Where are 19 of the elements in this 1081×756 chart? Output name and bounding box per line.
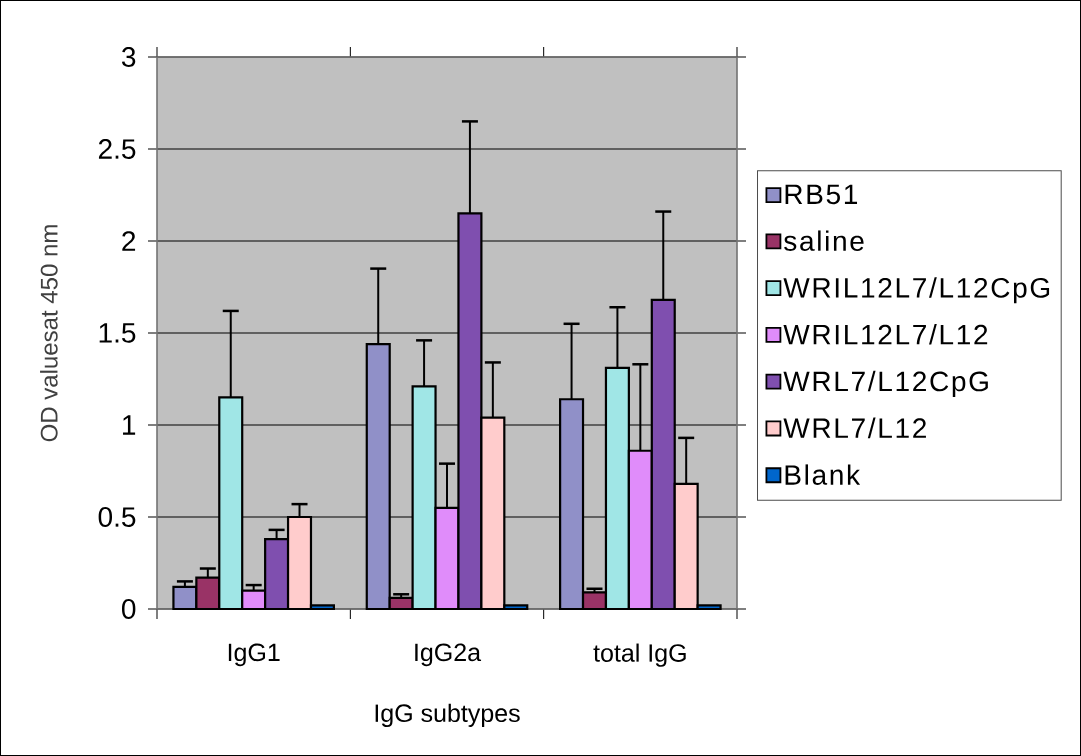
- x-axis-title: IgG subtypes: [375, 703, 520, 728]
- legend-label: WRL7/L12: [783, 417, 926, 439]
- y-tick-label: 3: [121, 47, 136, 67]
- y-tick-label: 1: [123, 415, 136, 435]
- y-tick-label: 1.5: [99, 323, 136, 343]
- y-tick-label: 0: [121, 599, 136, 619]
- legend-label: WRL7/L12CpG: [783, 370, 988, 397]
- y-tick-label: 0.5: [98, 507, 136, 527]
- legend-label: Blank: [785, 464, 861, 485]
- x-tick-label: total IgG: [593, 643, 686, 667]
- legend-label: RB51: [785, 184, 858, 205]
- legend-label: WRIL12L7/L12CpG: [783, 277, 1050, 304]
- x-tick-label: IgG2a: [415, 643, 482, 667]
- y-tick-label: 2: [122, 231, 136, 251]
- x-tick-label: IgG1: [228, 643, 280, 667]
- y-tick-label: 2.5: [98, 139, 136, 159]
- y-axis-title: OD valuesat 450 nm: [40, 225, 58, 442]
- legend-label: saline: [784, 230, 864, 251]
- legend-label: WRIL12L7/L12: [783, 324, 988, 345]
